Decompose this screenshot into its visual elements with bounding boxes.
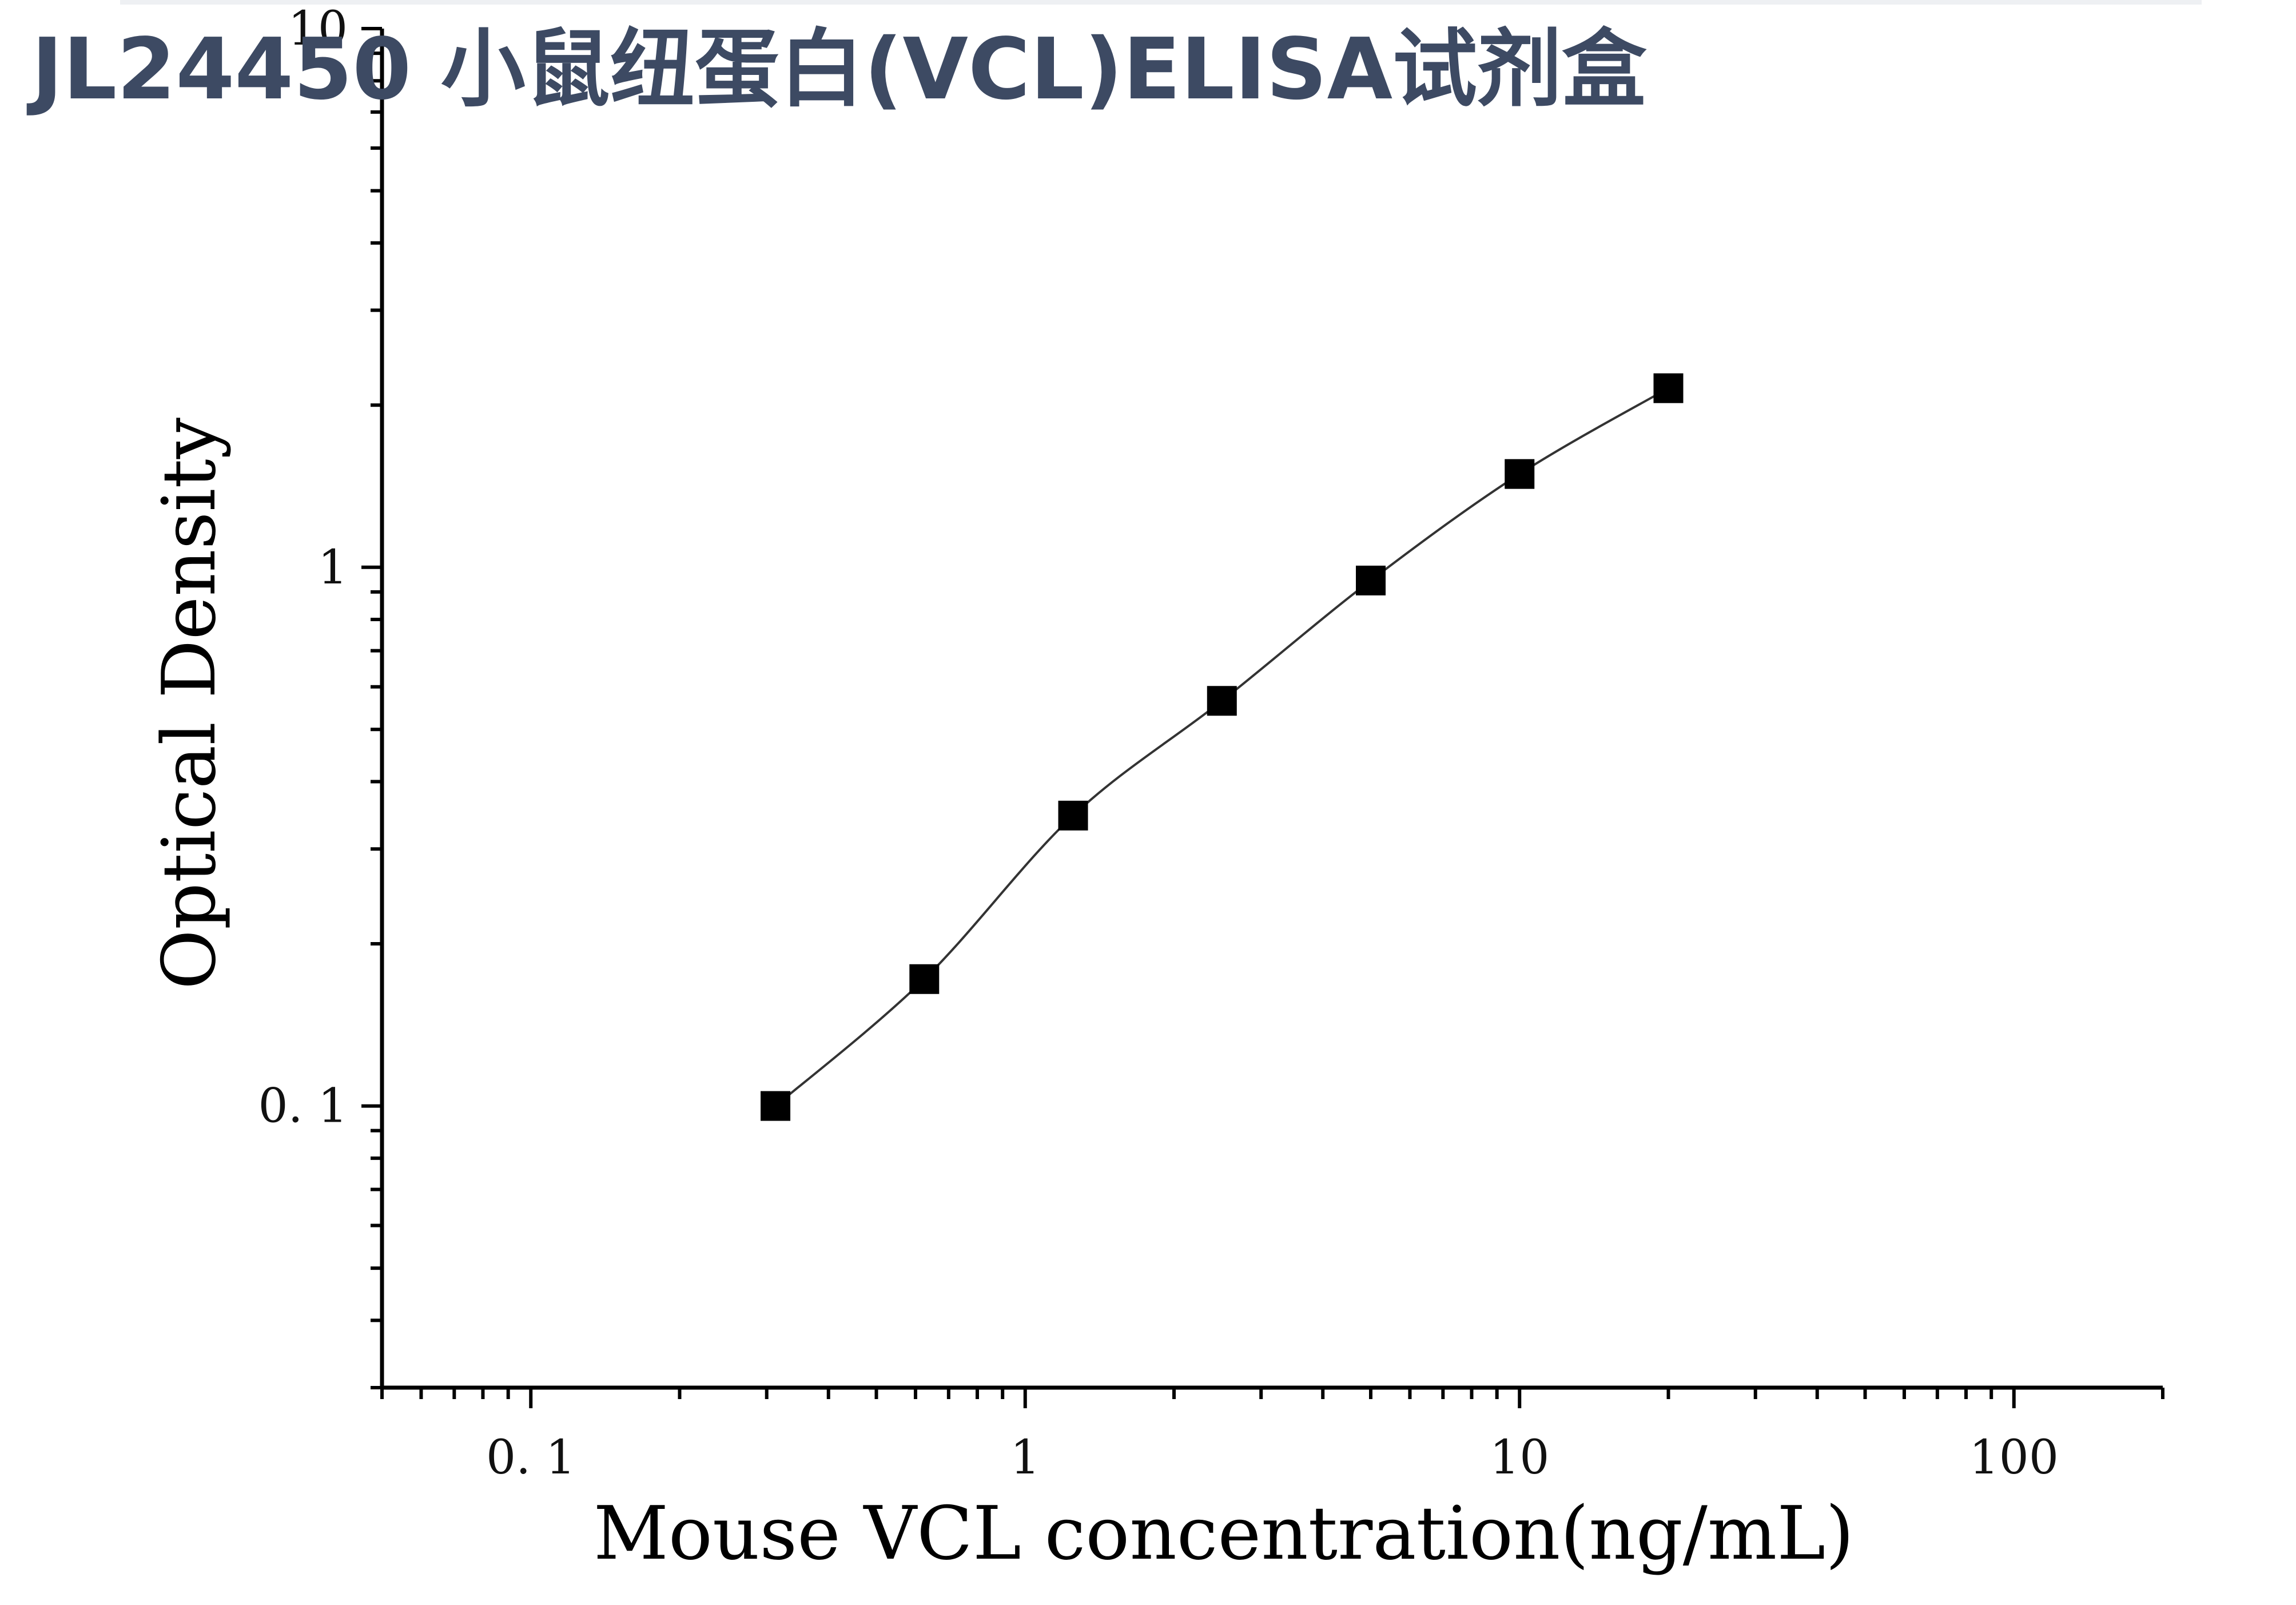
x-axis-title: Mouse VCL concentration(ng/mL) xyxy=(594,1491,1854,1576)
axis-ticks xyxy=(361,27,2164,1408)
data-point xyxy=(1058,800,1088,831)
y-tick-label: 1 xyxy=(318,541,348,595)
data-point xyxy=(1356,565,1386,595)
axes xyxy=(380,29,2163,1390)
data-point xyxy=(909,964,940,994)
x-tick-label: 0. 1 xyxy=(486,1431,575,1485)
data-points xyxy=(761,373,1684,1121)
x-tick-label: 100 xyxy=(1969,1431,2059,1485)
data-point xyxy=(1207,686,1237,716)
y-tick-label: 0. 1 xyxy=(258,1079,348,1134)
y-axis-title: Optical Density xyxy=(147,418,232,990)
top-divider xyxy=(120,0,2202,5)
x-tick-label: 10 xyxy=(1490,1431,1549,1485)
data-point xyxy=(761,1091,791,1121)
y-tick-label: 10 xyxy=(288,2,348,56)
fit-curve xyxy=(774,387,1669,1107)
data-point xyxy=(1505,459,1535,489)
fit-curve-layer xyxy=(774,387,1669,1107)
x-tick-label: 1 xyxy=(1010,1431,1040,1485)
tick-labels: 0. 1 1 10 100 0. 1 1 10 xyxy=(258,2,2059,1485)
data-point xyxy=(1653,373,1684,403)
page-title: JL24450 小鼠纽蛋白(VCL)ELISA试剂盒 xyxy=(31,20,1647,118)
